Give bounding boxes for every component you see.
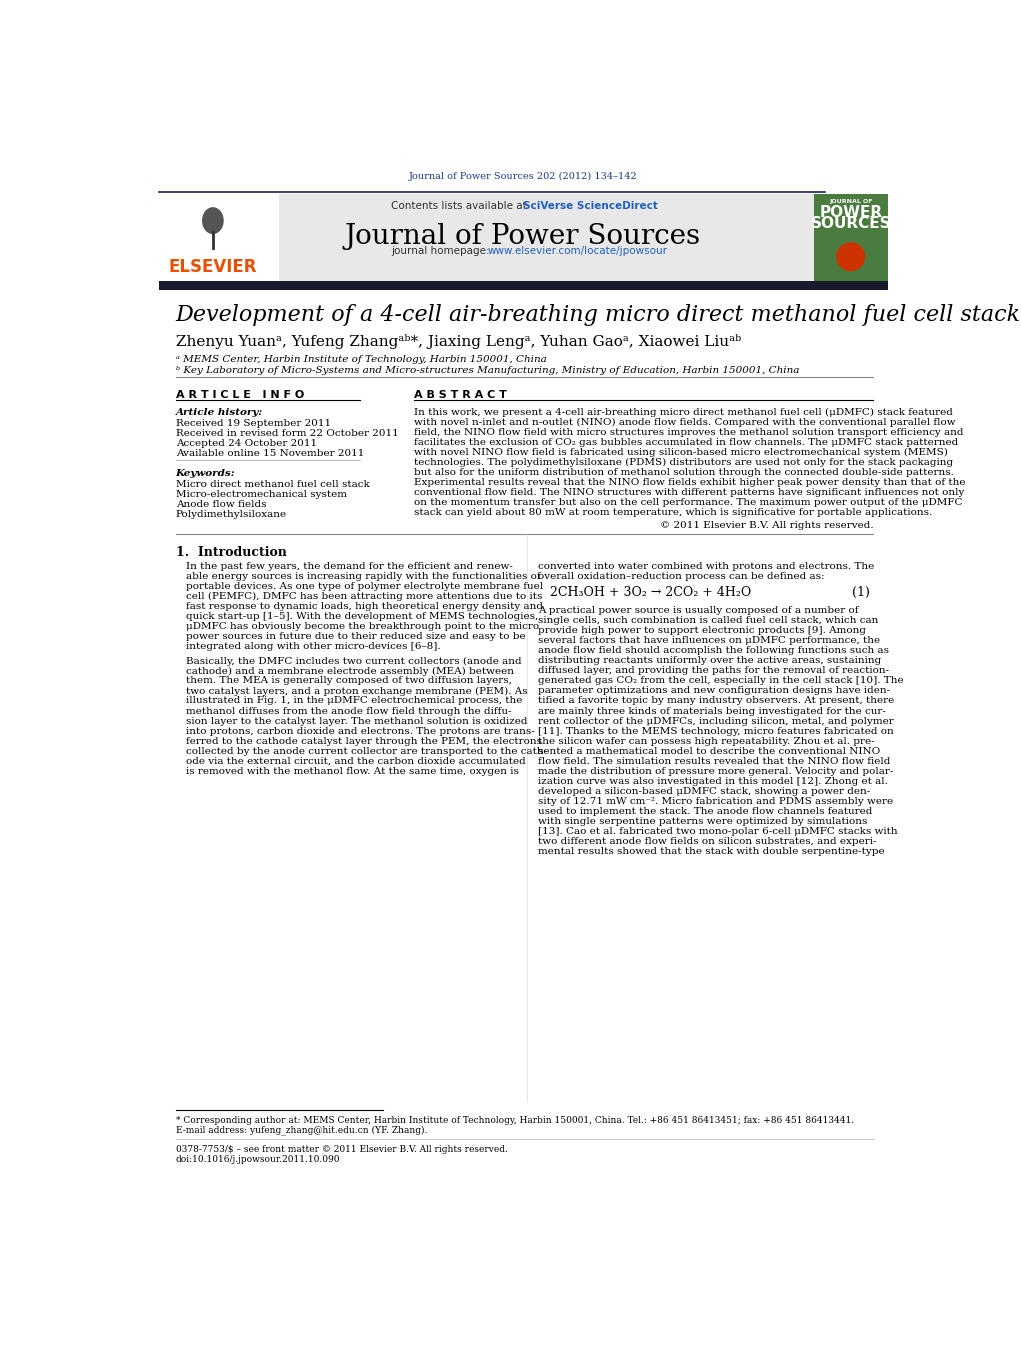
Text: made the distribution of pressure more general. Velocity and polar-: made the distribution of pressure more g… <box>538 766 893 775</box>
Text: (1): (1) <box>853 586 870 600</box>
Text: sented a mathematical model to describe the conventional NINO: sented a mathematical model to describe … <box>538 747 881 755</box>
Text: SciVerse ScienceDirect: SciVerse ScienceDirect <box>523 201 658 211</box>
Text: * Corresponding author at: MEMS Center, Harbin Institute of Technology, Harbin 1: * Corresponding author at: MEMS Center, … <box>176 1116 854 1125</box>
Text: but also for the uniform distribution of methanol solution through the connected: but also for the uniform distribution of… <box>415 467 955 477</box>
Text: ᵇ Key Laboratory of Micro-Systems and Micro-structures Manufacturing, Ministry o: ᵇ Key Laboratory of Micro-Systems and Mi… <box>176 366 799 376</box>
Text: A B S T R A C T: A B S T R A C T <box>415 390 507 400</box>
Text: portable devices. As one type of polymer electrolyte membrane fuel: portable devices. As one type of polymer… <box>186 582 543 590</box>
Text: A R T I C L E   I N F O: A R T I C L E I N F O <box>176 390 304 400</box>
Text: with novel NINO flow field is fabricated using silicon-based micro electromechan: with novel NINO flow field is fabricated… <box>415 447 949 457</box>
Text: diffused layer, and providing the paths for the removal of reaction-: diffused layer, and providing the paths … <box>538 666 889 676</box>
Text: distributing reactants uniformly over the active areas, sustaining: distributing reactants uniformly over th… <box>538 657 881 666</box>
Text: them. The MEA is generally composed of two diffusion layers,: them. The MEA is generally composed of t… <box>186 677 512 685</box>
Text: methanol diffuses from the anode flow field through the diffu-: methanol diffuses from the anode flow fi… <box>186 707 512 716</box>
Text: Experimental results reveal that the NINO flow fields exhibit higher peak power : Experimental results reveal that the NIN… <box>415 478 966 486</box>
Text: power sources in future due to their reduced size and easy to be: power sources in future due to their red… <box>186 632 526 640</box>
Text: Polydimethylsiloxane: Polydimethylsiloxane <box>176 511 287 519</box>
Text: journal homepage:: journal homepage: <box>391 246 493 257</box>
Text: with single serpentine patterns were optimized by simulations: with single serpentine patterns were opt… <box>538 816 868 825</box>
Text: ization curve was also investigated in this model [12]. Zhong et al.: ization curve was also investigated in t… <box>538 777 888 785</box>
Text: rent collector of the μDMFCs, including silicon, metal, and polymer: rent collector of the μDMFCs, including … <box>538 716 894 725</box>
Text: [11]. Thanks to the MEMS technology, micro features fabricated on: [11]. Thanks to the MEMS technology, mic… <box>538 727 894 735</box>
Text: cathode) and a membrane electrode assembly (MEA) between: cathode) and a membrane electrode assemb… <box>186 666 514 676</box>
Text: tified a favorite topic by many industry observers. At present, there: tified a favorite topic by many industry… <box>538 697 894 705</box>
Text: Journal of Power Sources 202 (2012) 134–142: Journal of Power Sources 202 (2012) 134–… <box>409 172 638 181</box>
Text: Keywords:: Keywords: <box>176 469 235 478</box>
Text: www.elsevier.com/locate/jpowsour: www.elsevier.com/locate/jpowsour <box>487 246 668 257</box>
Text: into protons, carbon dioxide and electrons. The protons are trans-: into protons, carbon dioxide and electro… <box>186 727 535 735</box>
Text: Micro-electromechanical system: Micro-electromechanical system <box>176 490 347 499</box>
Text: Anode flow fields: Anode flow fields <box>176 500 266 509</box>
Text: [13]. Cao et al. fabricated two mono-polar 6-cell μDMFC stacks with: [13]. Cao et al. fabricated two mono-pol… <box>538 827 898 836</box>
Text: ode via the external circuit, and the carbon dioxide accumulated: ode via the external circuit, and the ca… <box>186 757 526 766</box>
Text: ELSEVIER: ELSEVIER <box>168 258 257 276</box>
Text: stack can yield about 80 mW at room temperature, which is significative for port: stack can yield about 80 mW at room temp… <box>415 508 932 517</box>
Ellipse shape <box>202 207 224 234</box>
Text: field, the NINO flow field with micro structures improves the methanol solution : field, the NINO flow field with micro st… <box>415 428 964 436</box>
Text: A practical power source is usually composed of a number of: A practical power source is usually comp… <box>538 607 859 616</box>
Text: 1.  Introduction: 1. Introduction <box>176 546 287 559</box>
Text: Contents lists available at: Contents lists available at <box>391 201 530 211</box>
Text: SOURCES: SOURCES <box>811 216 891 231</box>
Text: Accepted 24 October 2011: Accepted 24 October 2011 <box>176 439 317 447</box>
Text: conventional flow field. The NINO structures with different patterns have signif: conventional flow field. The NINO struct… <box>415 488 965 497</box>
Circle shape <box>837 243 865 270</box>
Text: anode flow field should accomplish the following functions such as: anode flow field should accomplish the f… <box>538 646 889 655</box>
Text: JOURNAL OF: JOURNAL OF <box>829 199 873 204</box>
Text: In the past few years, the demand for the efficient and renew-: In the past few years, the demand for th… <box>186 562 513 570</box>
Text: flow field. The simulation results revealed that the NINO flow field: flow field. The simulation results revea… <box>538 757 890 766</box>
Text: ᵃ MEMS Center, Harbin Institute of Technology, Harbin 150001, China: ᵃ MEMS Center, Harbin Institute of Techn… <box>176 355 546 365</box>
Text: In this work, we present a 4-cell air-breathing micro direct methanol fuel cell : In this work, we present a 4-cell air-br… <box>415 408 954 417</box>
Text: mental results showed that the stack with double serpentine-type: mental results showed that the stack wit… <box>538 847 885 855</box>
Text: facilitates the exclusion of CO₂ gas bubbles accumulated in flow channels. The μ: facilitates the exclusion of CO₂ gas bub… <box>415 438 959 447</box>
Text: Basically, the DMFC includes two current collectors (anode and: Basically, the DMFC includes two current… <box>186 657 522 666</box>
Text: Article history:: Article history: <box>176 408 263 416</box>
Text: cell (PEMFC), DMFC has been attracting more attentions due to its: cell (PEMFC), DMFC has been attracting m… <box>186 592 542 601</box>
Text: developed a silicon-based μDMFC stack, showing a power den-: developed a silicon-based μDMFC stack, s… <box>538 786 871 796</box>
Text: quick start-up [1–5]. With the development of MEMS technologies,: quick start-up [1–5]. With the developme… <box>186 612 538 621</box>
Text: sity of 12.71 mW cm⁻². Micro fabrication and PDMS assembly were: sity of 12.71 mW cm⁻². Micro fabrication… <box>538 797 893 805</box>
Text: single cells, such combination is called fuel cell stack, which can: single cells, such combination is called… <box>538 616 879 626</box>
Text: μDMFC has obviously become the breakthrough point to the micro: μDMFC has obviously become the breakthro… <box>186 621 539 631</box>
FancyBboxPatch shape <box>158 281 888 290</box>
Text: overall oxidation–reduction process can be defined as:: overall oxidation–reduction process can … <box>538 571 825 581</box>
Text: on the momentum transfer but also on the cell performance. The maximum power out: on the momentum transfer but also on the… <box>415 497 963 507</box>
Text: integrated along with other micro-devices [6–8].: integrated along with other micro-device… <box>186 642 440 651</box>
Text: generated gas CO₂ from the cell, especially in the cell stack [10]. The: generated gas CO₂ from the cell, especia… <box>538 677 904 685</box>
FancyBboxPatch shape <box>815 193 888 282</box>
Text: Journal of Power Sources: Journal of Power Sources <box>345 223 701 250</box>
FancyBboxPatch shape <box>158 193 818 282</box>
Text: two different anode flow fields on silicon substrates, and experi-: two different anode flow fields on silic… <box>538 836 877 846</box>
Text: Development of a 4-cell air-breathing micro direct methanol fuel cell stack: Development of a 4-cell air-breathing mi… <box>176 304 1021 326</box>
Text: with novel n-inlet and n-outlet (NINO) anode flow fields. Compared with the conv: with novel n-inlet and n-outlet (NINO) a… <box>415 417 956 427</box>
Text: fast response to dynamic loads, high theoretical energy density and: fast response to dynamic loads, high the… <box>186 601 543 611</box>
Text: provide high power to support electronic products [9]. Among: provide high power to support electronic… <box>538 627 867 635</box>
Text: are mainly three kinds of materials being investigated for the cur-: are mainly three kinds of materials bein… <box>538 707 886 716</box>
Text: doi:10.1016/j.jpowsour.2011.10.090: doi:10.1016/j.jpowsour.2011.10.090 <box>176 1155 340 1163</box>
Text: © 2011 Elsevier B.V. All rights reserved.: © 2011 Elsevier B.V. All rights reserved… <box>660 521 873 530</box>
Text: used to implement the stack. The anode flow channels featured: used to implement the stack. The anode f… <box>538 807 873 816</box>
Text: POWER: POWER <box>819 205 882 220</box>
Text: Received in revised form 22 October 2011: Received in revised form 22 October 2011 <box>176 428 398 438</box>
Text: the silicon wafer can possess high repeatability. Zhou et al. pre-: the silicon wafer can possess high repea… <box>538 736 875 746</box>
Text: technologies. The polydimethylsiloxane (PDMS) distributors are used not only for: technologies. The polydimethylsiloxane (… <box>415 458 954 467</box>
FancyBboxPatch shape <box>158 193 279 282</box>
Text: 2CH₃OH + 3O₂ → 2CO₂ + 4H₂O: 2CH₃OH + 3O₂ → 2CO₂ + 4H₂O <box>550 586 751 600</box>
Text: several factors that have influences on μDMFC performance, the: several factors that have influences on … <box>538 636 880 646</box>
Text: collected by the anode current collector are transported to the cath-: collected by the anode current collector… <box>186 747 547 755</box>
Text: is removed with the methanol flow. At the same time, oxygen is: is removed with the methanol flow. At th… <box>186 766 519 775</box>
Text: able energy sources is increasing rapidly with the functionalities of: able energy sources is increasing rapidl… <box>186 571 540 581</box>
Text: E-mail address: yufeng_zhang@hit.edu.cn (YF. Zhang).: E-mail address: yufeng_zhang@hit.edu.cn … <box>176 1125 427 1135</box>
Text: Received 19 September 2011: Received 19 September 2011 <box>176 419 331 427</box>
Text: Zhenyu Yuanᵃ, Yufeng Zhangᵃᵇ*, Jiaxing Lengᵃ, Yuhan Gaoᵃ, Xiaowei Liuᵃᵇ: Zhenyu Yuanᵃ, Yufeng Zhangᵃᵇ*, Jiaxing L… <box>176 334 741 349</box>
Text: converted into water combined with protons and electrons. The: converted into water combined with proto… <box>538 562 875 570</box>
Text: sion layer to the catalyst layer. The methanol solution is oxidized: sion layer to the catalyst layer. The me… <box>186 716 527 725</box>
Text: illustrated in Fig. 1, in the μDMFC electrochemical process, the: illustrated in Fig. 1, in the μDMFC elec… <box>186 697 522 705</box>
Text: 0378-7753/$ – see front matter © 2011 Elsevier B.V. All rights reserved.: 0378-7753/$ – see front matter © 2011 El… <box>176 1144 507 1154</box>
Text: Available online 15 November 2011: Available online 15 November 2011 <box>176 449 364 458</box>
Text: parameter optimizations and new configuration designs have iden-: parameter optimizations and new configur… <box>538 686 890 696</box>
Text: ferred to the cathode catalyst layer through the PEM, the electrons: ferred to the cathode catalyst layer thr… <box>186 736 542 746</box>
Text: two catalyst layers, and a proton exchange membrane (PEM). As: two catalyst layers, and a proton exchan… <box>186 686 528 696</box>
Text: Micro direct methanol fuel cell stack: Micro direct methanol fuel cell stack <box>176 480 370 489</box>
